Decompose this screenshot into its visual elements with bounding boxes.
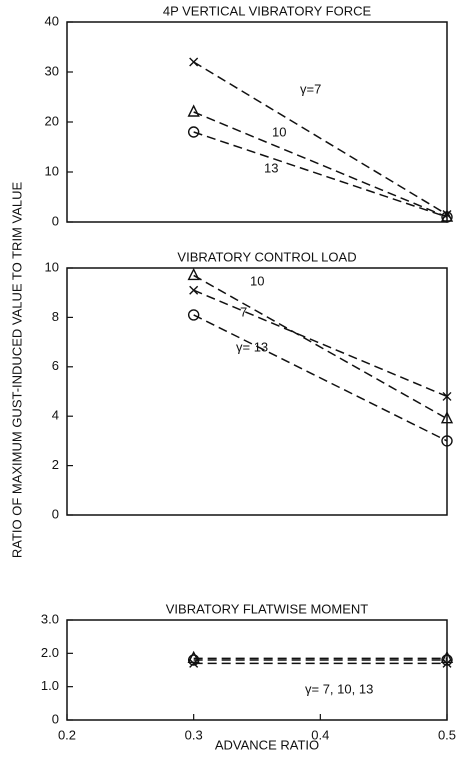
marker-x (189, 658, 199, 668)
marker-triangle (187, 104, 200, 117)
y-tick-label: 0 (52, 506, 59, 521)
panel-title: VIBRATORY CONTROL LOAD (177, 249, 356, 264)
x-tick-label: 0.5 (438, 727, 456, 742)
marker-circle (187, 126, 200, 138)
panel-title: VIBRATORY FLATWISE MOMENT (166, 601, 369, 616)
marker-triangle (440, 209, 454, 222)
y-tick-label: 0 (52, 711, 59, 726)
marker-circle (187, 309, 200, 321)
series-label: γ= 13 (236, 339, 268, 354)
y-tick-label: 20 (45, 113, 59, 128)
marker-x (189, 285, 199, 295)
series-line (193, 111, 448, 218)
y-tick-label: 2 (52, 457, 59, 472)
marker-x (442, 658, 452, 668)
marker-triangle (187, 267, 200, 281)
marker-triangle (440, 650, 454, 664)
y-tick-label: 40 (45, 13, 59, 28)
plot-frame (66, 267, 448, 516)
plot-frame (66, 21, 448, 223)
series-line (193, 314, 448, 442)
y-tick-label: 0 (52, 213, 59, 228)
marker-triangle (187, 650, 200, 664)
y-tick-label: 6 (52, 358, 59, 373)
y-tick-label: 10 (45, 163, 59, 178)
plot-frame (66, 619, 448, 721)
y-axis-label: RATIO OF MAXIMUM GUST-INDUCED VALUE TO T… (9, 182, 24, 559)
y-tick-label: 8 (52, 309, 59, 324)
x-tick-label: 0.3 (185, 727, 203, 742)
x-axis-label: ADVANCE RATIO (215, 737, 319, 752)
y-tick-label: 10 (45, 259, 59, 274)
y-tick-label: 30 (45, 63, 59, 78)
panel-title: 4P VERTICAL VIBRATORY FORCE (163, 3, 372, 18)
y-tick-label: 2.0 (41, 645, 59, 660)
series-label: 13 (264, 160, 278, 175)
series-line (193, 61, 448, 216)
x-tick-label: 0.4 (311, 727, 329, 742)
marker-x (189, 57, 199, 67)
y-tick-label: 4 (52, 408, 59, 423)
marker-circle (441, 654, 453, 666)
series-line (193, 274, 448, 420)
annotation: γ= 7, 10, 13 (305, 681, 373, 696)
y-tick-label: 3.0 (41, 611, 59, 626)
series-line (193, 289, 448, 398)
series-label: 10 (250, 273, 264, 288)
series-label: 10 (272, 124, 286, 139)
y-tick-label: 1.0 (41, 678, 59, 693)
marker-x (442, 391, 452, 401)
marker-circle (441, 435, 453, 447)
marker-circle (187, 654, 200, 666)
marker-circle (441, 211, 453, 223)
series-label: γ=7 (300, 81, 321, 96)
marker-triangle (440, 411, 454, 424)
series-line (193, 131, 448, 218)
x-tick-label: 0.2 (58, 727, 76, 742)
series-label: 7 (240, 304, 247, 319)
